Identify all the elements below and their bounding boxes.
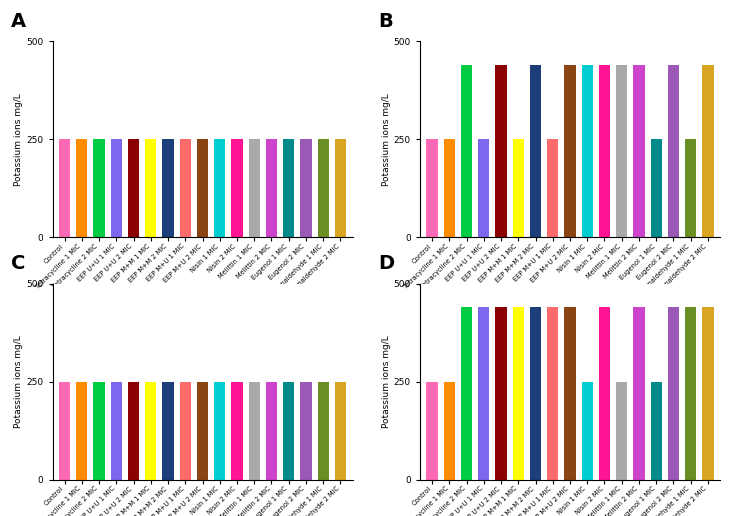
Bar	[616, 65, 627, 237]
Bar	[232, 382, 242, 480]
Bar	[668, 65, 679, 237]
Bar	[266, 139, 277, 237]
Bar	[668, 308, 679, 480]
Bar	[334, 382, 346, 480]
Bar	[461, 308, 472, 480]
Y-axis label: Potassium ions mg/L: Potassium ions mg/L	[382, 335, 391, 428]
Y-axis label: Potassium ions mg/L: Potassium ions mg/L	[382, 93, 391, 186]
Bar	[702, 308, 713, 480]
Bar	[180, 382, 190, 480]
Bar	[478, 308, 490, 480]
Bar	[300, 382, 311, 480]
Bar	[300, 139, 311, 237]
Bar	[197, 382, 208, 480]
Bar	[266, 382, 277, 480]
Y-axis label: Potassium ions mg/L: Potassium ions mg/L	[14, 335, 23, 428]
Bar	[334, 139, 346, 237]
Bar	[427, 139, 438, 237]
Bar	[111, 382, 122, 480]
Bar	[248, 382, 259, 480]
Bar	[599, 308, 610, 480]
Text: A: A	[10, 12, 26, 31]
Bar	[582, 65, 592, 237]
Bar	[94, 382, 105, 480]
Bar	[128, 382, 140, 480]
Bar	[317, 382, 328, 480]
Bar	[548, 139, 558, 237]
Bar	[530, 65, 541, 237]
Bar	[283, 382, 294, 480]
Bar	[128, 139, 140, 237]
Bar	[214, 139, 225, 237]
Bar	[650, 382, 662, 480]
Bar	[94, 139, 105, 237]
Bar	[111, 139, 122, 237]
Bar	[633, 65, 644, 237]
Bar	[59, 382, 70, 480]
Bar	[513, 139, 524, 237]
Bar	[702, 65, 713, 237]
Bar	[565, 308, 575, 480]
Text: D: D	[378, 254, 394, 273]
Text: B: B	[378, 12, 393, 31]
Bar	[565, 65, 575, 237]
Bar	[650, 139, 662, 237]
Y-axis label: Potassium ions mg/L: Potassium ions mg/L	[14, 93, 23, 186]
Bar	[513, 308, 524, 480]
Bar	[685, 308, 696, 480]
Bar	[76, 382, 88, 480]
Bar	[163, 382, 173, 480]
Bar	[248, 139, 259, 237]
Bar	[582, 382, 592, 480]
Bar	[444, 382, 455, 480]
Bar	[444, 139, 455, 237]
Bar	[283, 139, 294, 237]
Bar	[496, 308, 507, 480]
Bar	[146, 382, 157, 480]
Bar	[496, 65, 507, 237]
Bar	[548, 308, 558, 480]
Bar	[163, 139, 173, 237]
Bar	[76, 139, 88, 237]
Bar	[461, 65, 472, 237]
Bar	[685, 139, 696, 237]
Bar	[633, 308, 644, 480]
Bar	[59, 139, 70, 237]
Bar	[616, 382, 627, 480]
Bar	[427, 382, 438, 480]
Bar	[180, 139, 190, 237]
Bar	[478, 139, 490, 237]
Bar	[197, 139, 208, 237]
Bar	[146, 139, 157, 237]
Bar	[317, 139, 328, 237]
Bar	[530, 308, 541, 480]
Bar	[232, 139, 242, 237]
Bar	[599, 65, 610, 237]
Bar	[214, 382, 225, 480]
Text: C: C	[10, 254, 25, 273]
